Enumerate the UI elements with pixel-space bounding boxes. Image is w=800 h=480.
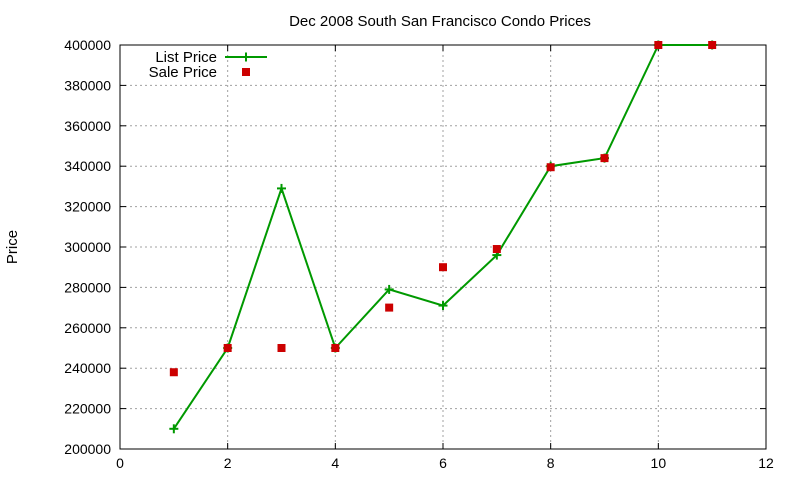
x-tick-label: 0 [116,455,124,471]
legend-swatch-list-price-marker [241,52,251,62]
y-tick-label: 200000 [64,441,111,457]
x-tick-label: 6 [439,455,447,471]
chart-title: Dec 2008 South San Francisco Condo Price… [289,13,591,30]
sale-price-point [654,41,663,49]
y-tick-label: 280000 [64,279,111,295]
y-tick-label: 320000 [64,199,111,215]
legend-label-list-price: List Price [155,49,217,66]
y-tick-labels: 200000 220000 240000 260000 280000 300000 3200… [64,37,111,457]
y-tick-label: 260000 [64,320,111,336]
y-tick-label: 400000 [64,37,111,53]
x-tick-labels: 0 2 4 6 8 10 12 [116,455,774,471]
legend-swatch-sale-price-marker [242,68,250,76]
series-sale-price [169,41,717,377]
y-tick-label: 300000 [64,239,111,255]
sale-price-point [169,368,178,377]
list-price-point [169,424,179,434]
sale-price-point [439,263,447,272]
list-price-point [277,183,286,193]
tick-marks [119,44,767,450]
sale-price-point [708,41,717,49]
sale-price-point [600,154,609,163]
y-tick-label: 220000 [64,401,111,417]
grid-lines [120,45,766,449]
y-tick-label: 380000 [64,77,111,93]
y-tick-label: 360000 [64,118,111,134]
sale-price-point [385,303,394,312]
list-price-point [384,284,394,294]
series-layer [169,40,717,434]
sale-price-point [223,344,232,352]
legend: List Price Sale Price [149,49,267,81]
y-tick-label: 340000 [64,158,111,174]
list-price-point [438,301,448,311]
x-tick-label: 10 [651,455,667,471]
x-tick-label: 4 [331,455,339,471]
legend-label-sale-price: Sale Price [149,64,217,81]
x-tick-label: 8 [547,455,555,471]
y-tick-label: 240000 [64,360,111,376]
sale-price-point [331,344,340,352]
sale-price-point [277,344,286,352]
sale-price-point [492,245,501,254]
x-tick-label: 12 [758,455,774,471]
legend-swatches [225,52,267,76]
y-axis-label: Price [4,230,21,264]
sale-price-point [546,163,555,172]
x-tick-label: 2 [224,455,232,471]
